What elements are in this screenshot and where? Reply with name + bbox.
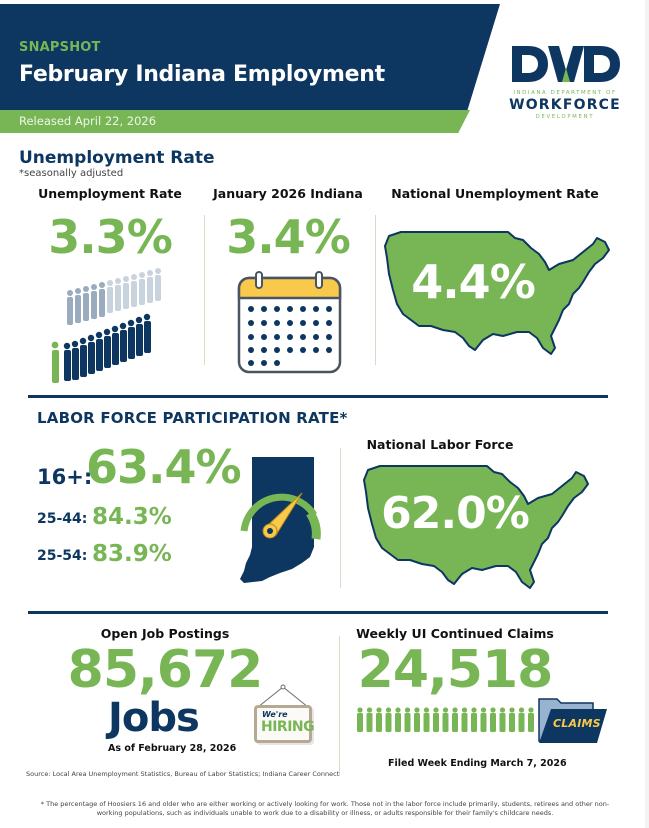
job-postings-value: 85,672: [67, 640, 264, 700]
claims-label: Weekly UI Continued Claims: [356, 626, 554, 641]
header-kicker: SNAPSHOT: [19, 40, 101, 55]
unemployment-section-title: Unemployment Rate: [19, 148, 215, 168]
lfpr-25-54-label: 25-54:: [37, 548, 88, 564]
job-postings-as-of: As of February 28, 2026: [108, 743, 237, 754]
column-divider: [375, 215, 376, 365]
page-title: February Indiana Employment: [19, 62, 385, 87]
claimant-people-icon: [357, 707, 534, 732]
release-bar: [0, 110, 470, 133]
page-edge: [645, 0, 649, 828]
calendar-icon: [237, 271, 342, 374]
hiring-sign-icon: We're HIRING: [252, 684, 315, 744]
logo-subtitle-bottom: DEVELOPMENT: [535, 114, 595, 120]
section-divider: [28, 395, 608, 398]
national-rate-label: National Unemployment Rate: [391, 186, 599, 201]
lfpr-25-54-value: 83.9%: [92, 541, 172, 567]
logo-subtitle-main: WORKFORCE: [509, 97, 621, 113]
lfpr-16plus-value: 63.4%: [86, 440, 242, 494]
sign-string-icon: [257, 684, 309, 708]
previous-month-value: 3.4%: [226, 210, 351, 264]
lfpr-16plus-label: 16+:: [37, 465, 93, 489]
sign-line-2: HIRING: [261, 719, 315, 735]
column-divider: [340, 448, 341, 588]
logo-subtitle-top: INDIANA DEPARTMENT OF: [513, 90, 617, 96]
folder-icon: [538, 698, 607, 743]
source-note: Source: Local Area Unemployment Statisti…: [26, 770, 340, 778]
sign-line-1: We're: [262, 710, 288, 719]
lfpr-25-44-value: 84.3%: [92, 504, 172, 530]
claims-folder-icon: CLAIMS: [537, 697, 609, 745]
dwd-logo-icon: [512, 46, 620, 82]
release-date: Released April 22, 2026: [19, 114, 157, 128]
column-divider: [204, 215, 205, 365]
seasonally-adjusted-note: *seasonally adjusted: [19, 168, 124, 179]
indiana-rate-value: 3.3%: [48, 210, 173, 264]
us-map-icon: [363, 465, 589, 589]
dwd-logo: INDIANA DEPARTMENT OF WORKFORCE DEVELOPM…: [500, 40, 630, 125]
jobs-unit: Jobs: [108, 695, 200, 741]
header-banner: [0, 4, 500, 110]
column-divider: [339, 636, 340, 776]
claims-filed-date: Filed Week Ending March 7, 2026: [388, 758, 567, 769]
previous-month-label: January 2026 Indiana: [213, 186, 363, 201]
national-lfpr-value: 62.0%: [381, 488, 530, 539]
lfpr-25-44-label: 25-44:: [37, 511, 88, 527]
indiana-rate-label: Unemployment Rate: [38, 186, 182, 201]
sign-board: We're HIRING: [254, 705, 315, 743]
us-map-icon: [384, 231, 610, 355]
national-lfpr-label: National Labor Force: [366, 437, 514, 452]
folder-label: CLAIMS: [553, 717, 601, 730]
lfpr-section-title: LABOR FORCE PARTICIPATION RATE*: [37, 409, 348, 427]
claims-value: 24,518: [357, 640, 554, 700]
national-rate-value: 4.4%: [411, 255, 536, 309]
indiana-gauge-icon: [240, 457, 321, 583]
footnote: * The percentage of Hoosiers 16 and olde…: [40, 800, 610, 817]
section-divider: [28, 611, 608, 614]
job-postings-label: Open Job Postings: [100, 626, 230, 641]
people-line-icon: [51, 268, 161, 383]
